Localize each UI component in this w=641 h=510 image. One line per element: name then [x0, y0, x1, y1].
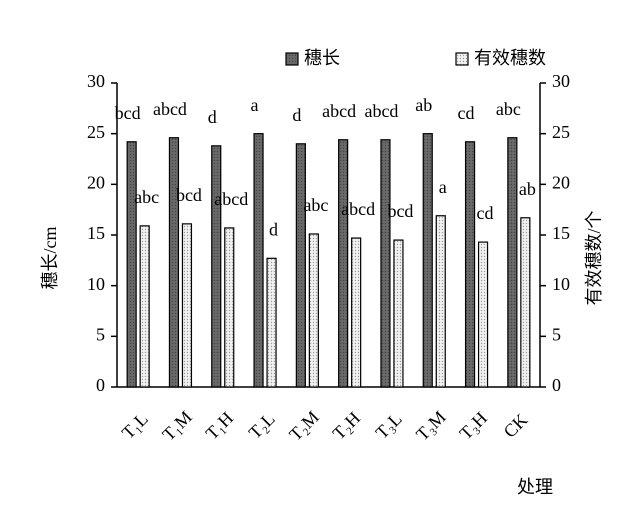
significance-label: bcd	[115, 103, 141, 123]
x-tick-label: T₁L	[118, 409, 152, 443]
x-tick-label: T₂M	[285, 407, 323, 445]
y2-tick-label: 30	[552, 71, 570, 91]
x-tick-label: T₃L	[372, 409, 406, 443]
significance-label: abcd	[214, 189, 248, 209]
x-tick-label: T₃M	[412, 407, 450, 445]
significance-label: ab	[415, 95, 432, 115]
bar-texture	[423, 133, 433, 387]
y-tick-label: 15	[87, 223, 105, 243]
significance-label: cd	[458, 103, 475, 123]
x-tick-label: T₃H	[455, 408, 491, 444]
bar-texture	[436, 215, 446, 387]
y-tick-label: 30	[87, 71, 105, 91]
significance-label: bcd	[176, 185, 202, 205]
y-tick-label: 10	[87, 274, 105, 294]
x-tick-label: CK	[500, 410, 532, 442]
y2-tick-label: 20	[552, 172, 570, 192]
bar-texture	[254, 133, 264, 387]
significance-label: abcd	[322, 101, 356, 121]
bar-texture	[211, 145, 221, 387]
significance-label: bcd	[387, 201, 413, 221]
significance-label: a	[251, 95, 259, 115]
significance-label: abcd	[364, 101, 398, 121]
y2-tick-label: 25	[552, 122, 570, 142]
y2-tick-label: 10	[552, 274, 570, 294]
y2-tick-label: 15	[552, 223, 570, 243]
significance-label: abc	[496, 99, 521, 119]
y-tick-label: 0	[96, 375, 105, 395]
significance-label: a	[439, 177, 447, 197]
bar-texture	[478, 242, 488, 387]
significance-label: d	[292, 105, 301, 125]
significance-label: abcd	[341, 199, 375, 219]
bar-texture	[465, 141, 475, 387]
significance-label: abc	[303, 195, 328, 215]
bar-texture	[520, 217, 530, 387]
y-axis-label: 穗长/cm	[40, 227, 60, 290]
significance-label: abcd	[153, 99, 187, 119]
bar-texture	[309, 233, 319, 387]
y2-tick-label: 0	[552, 375, 561, 395]
bar-texture	[380, 139, 390, 387]
bar-texture	[296, 143, 306, 387]
bar-texture	[169, 137, 179, 387]
legend-swatch-texture	[286, 53, 298, 65]
bar-texture	[140, 225, 150, 387]
significance-label: ab	[519, 179, 536, 199]
x-tick-label: T₂L	[245, 409, 279, 443]
x-tick-label: T₁H	[202, 408, 238, 444]
bar-texture	[127, 141, 137, 387]
y-tick-label: 5	[96, 324, 105, 344]
bar-texture	[351, 238, 361, 387]
legend-label: 有效穗数	[474, 48, 546, 68]
legend-swatch-texture	[456, 53, 468, 65]
significance-label: abc	[134, 187, 159, 207]
y-tick-label: 25	[87, 122, 105, 142]
y2-tick-label: 5	[552, 324, 561, 344]
significance-label: cd	[477, 203, 494, 223]
bar-texture	[224, 227, 234, 387]
x-axis-label: 处理	[517, 477, 553, 497]
legend-label: 穗长	[304, 48, 340, 68]
bar-texture	[507, 137, 517, 387]
y-tick-label: 20	[87, 172, 105, 192]
significance-label: d	[269, 219, 278, 239]
bar-texture	[393, 240, 403, 387]
x-tick-label: T₂H	[329, 408, 365, 444]
bar-texture	[338, 139, 348, 387]
bar-texture	[182, 223, 192, 387]
x-tick-label: T₁M	[158, 407, 196, 445]
significance-label: d	[208, 107, 217, 127]
bar-texture	[267, 258, 277, 387]
y2-axis-label: 有效穗数/个	[584, 210, 604, 305]
